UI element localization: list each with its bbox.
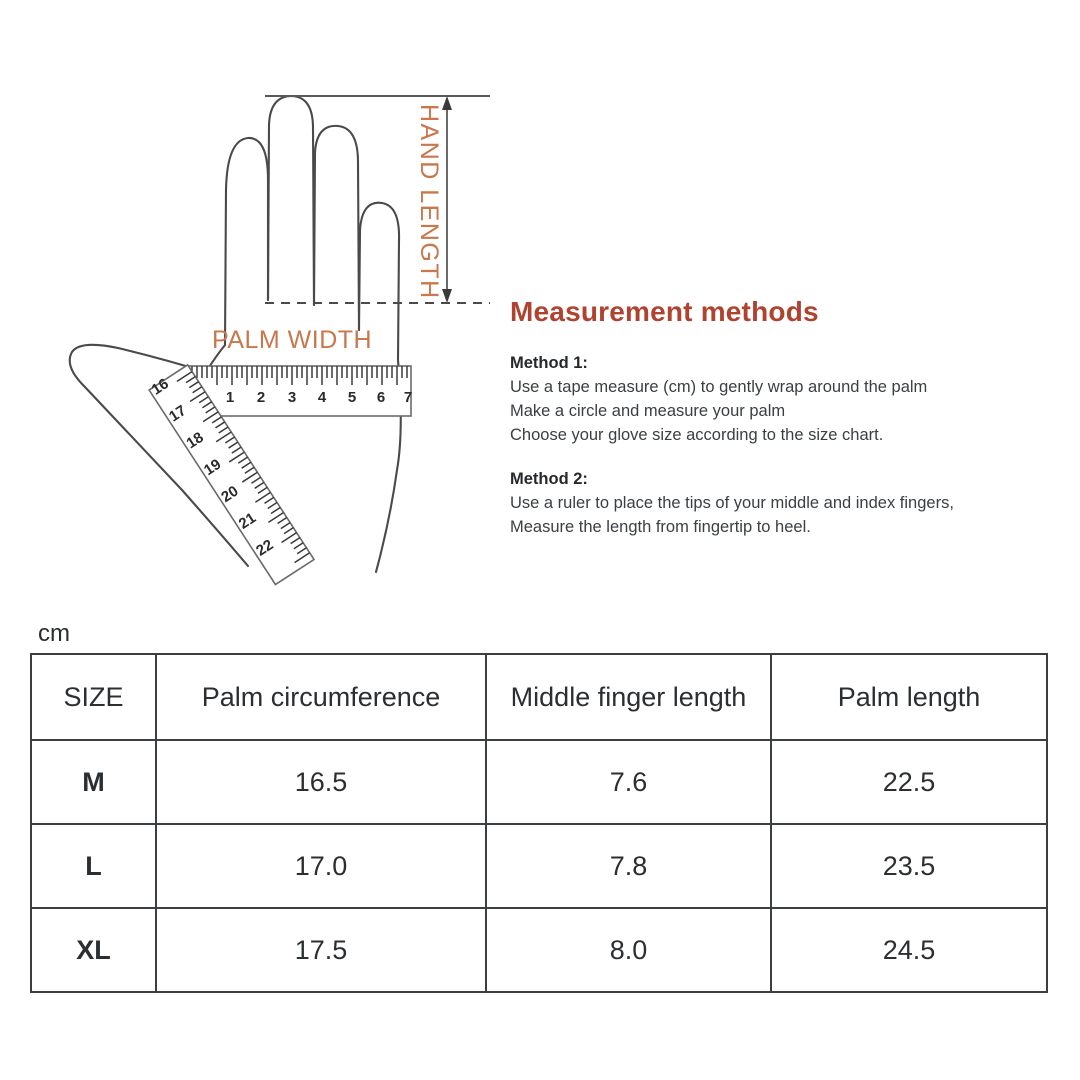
unit-label: cm — [38, 620, 70, 647]
cell-palm-length: 23.5 — [770, 823, 1048, 909]
method-2-line-1: Use a ruler to place the tips of your mi… — [510, 493, 954, 512]
svg-text:17: 17 — [166, 402, 189, 425]
svg-text:22: 22 — [253, 536, 276, 559]
method-2-block: Method 2: Use a ruler to place the tips … — [510, 470, 1055, 540]
table-header-row: SIZE Palm circumference Middle finger le… — [30, 653, 1048, 741]
measurement-methods-heading: Measurement methods — [510, 296, 819, 327]
cell-middle-finger-length: 7.6 — [485, 739, 772, 825]
svg-text:18: 18 — [183, 429, 206, 452]
measurement-methods-panel: Measurement methods Method 1: Use a tape… — [510, 296, 1055, 562]
table-row: L 17.0 7.8 23.5 — [30, 823, 1048, 909]
size-chart-table: SIZE Palm circumference Middle finger le… — [30, 653, 1048, 993]
hand-diagram-svg: 1 2 3 4 5 6 7 — [68, 94, 490, 586]
horizontal-ruler-numbers: 1 2 3 4 5 6 7 — [226, 389, 412, 406]
cell-middle-finger-length: 8.0 — [485, 907, 772, 993]
method-1-title: Method 1: — [510, 354, 588, 372]
cell-size: L — [30, 823, 157, 909]
method-1-line-1: Use a tape measure (cm) to gently wrap a… — [510, 378, 928, 396]
svg-text:3: 3 — [288, 389, 296, 406]
svg-text:2: 2 — [257, 389, 265, 406]
method-1-block: Method 1: Use a tape measure (cm) to gen… — [510, 354, 1055, 448]
table-row: XL 17.5 8.0 24.5 — [30, 907, 1048, 993]
svg-text:1: 1 — [226, 389, 234, 406]
cell-size: M — [30, 739, 157, 825]
cell-palm-circumference: 17.5 — [155, 907, 487, 993]
method-2-line-2: Measure the length from fingertip to hee… — [510, 517, 811, 536]
method-1-line-3: Choose your glove size according to the … — [510, 425, 884, 444]
header-palm-circumference: Palm circumference — [155, 653, 487, 741]
horizontal-ruler: 1 2 3 4 5 6 7 — [185, 365, 412, 417]
cell-palm-length: 22.5 — [770, 739, 1048, 825]
cell-middle-finger-length: 7.8 — [485, 823, 772, 909]
svg-text:20: 20 — [218, 483, 241, 506]
method-1-line-2: Make a circle and measure your palm — [510, 401, 786, 420]
svg-text:16: 16 — [149, 375, 172, 398]
table-row: M 16.5 7.6 22.5 — [30, 739, 1048, 825]
svg-text:19: 19 — [201, 456, 224, 479]
cell-palm-length: 24.5 — [770, 907, 1048, 993]
svg-text:21: 21 — [236, 509, 259, 532]
svg-text:4: 4 — [318, 389, 327, 406]
cell-size: XL — [30, 907, 157, 993]
header-palm-length: Palm length — [770, 653, 1048, 741]
hand-measurement-diagram: 1 2 3 4 5 6 7 — [0, 0, 520, 600]
hand-length-arrow-head-down — [442, 289, 452, 303]
svg-text:6: 6 — [377, 389, 385, 406]
palm-width-label: PALM WIDTH — [212, 326, 373, 354]
header-middle-finger-length: Middle finger length — [485, 653, 772, 741]
hand-length-label: HAND LENGTH — [415, 104, 443, 300]
cell-palm-circumference: 17.0 — [155, 823, 487, 909]
method-2-title: Method 2: — [510, 469, 588, 488]
diagonal-tape-measure: 16 17 18 19 20 21 22 — [147, 363, 316, 586]
header-size: SIZE — [30, 653, 157, 741]
svg-text:5: 5 — [348, 389, 356, 406]
svg-text:7: 7 — [404, 389, 412, 406]
hand-length-arrow-head-up — [442, 96, 452, 110]
cell-palm-circumference: 16.5 — [155, 739, 487, 825]
diagonal-tape-numbers: 16 17 18 19 20 21 22 — [149, 375, 277, 559]
